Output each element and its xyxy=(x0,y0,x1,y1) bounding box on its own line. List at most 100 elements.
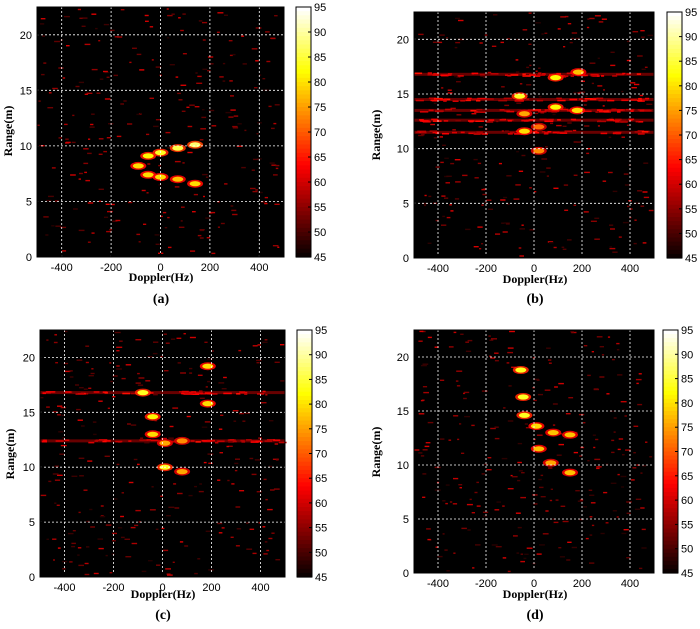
noise-speck xyxy=(128,201,133,204)
noise-speck xyxy=(62,568,66,570)
noise-speck xyxy=(472,567,475,569)
noise-speck xyxy=(608,171,613,174)
noise-speck xyxy=(533,438,536,441)
noise-speck xyxy=(93,433,97,436)
noise-speck xyxy=(259,74,262,76)
target-point xyxy=(132,163,144,169)
noise-speck xyxy=(640,30,645,32)
noise-speck xyxy=(116,36,123,38)
noise-speck xyxy=(622,409,625,411)
colorbar-segment xyxy=(297,469,312,475)
noise-speck xyxy=(81,25,86,27)
colorbar-tick-label: 65 xyxy=(314,152,326,164)
noise-speck xyxy=(96,92,101,94)
noise-speck xyxy=(600,532,605,535)
colorbar-segment xyxy=(296,44,311,50)
colorbar-segment xyxy=(663,536,678,542)
noise-speck xyxy=(260,402,267,404)
noise-speck xyxy=(636,382,639,385)
noise-speck xyxy=(480,75,485,77)
clutter-speck xyxy=(471,72,479,75)
noise-speck xyxy=(141,189,146,192)
colorbar-segment xyxy=(667,85,682,91)
noise-speck xyxy=(98,188,104,190)
noise-speck xyxy=(230,95,234,97)
noise-speck xyxy=(587,460,590,462)
colorbar-segment xyxy=(297,535,312,541)
noise-speck xyxy=(508,385,512,387)
noise-speck xyxy=(637,403,643,406)
clutter-speck xyxy=(544,120,554,123)
clutter-speck xyxy=(183,393,193,395)
noise-speck xyxy=(541,158,548,160)
colorbar-segment xyxy=(663,342,678,347)
noise-speck xyxy=(611,451,615,454)
clutter-speck xyxy=(146,439,151,441)
clutter-speck xyxy=(490,73,499,75)
noise-speck xyxy=(89,126,95,128)
clutter-speck xyxy=(250,441,259,443)
noise-speck xyxy=(553,187,559,189)
colorbar-tick-label: 75 xyxy=(315,424,327,436)
noise-speck xyxy=(512,476,518,478)
noise-speck xyxy=(507,347,514,349)
noise-speck xyxy=(596,467,600,470)
clutter-speck xyxy=(507,133,513,135)
noise-speck xyxy=(625,449,631,451)
noise-speck xyxy=(456,114,462,116)
x-tick-label: -200 xyxy=(475,578,497,590)
noise-speck xyxy=(521,472,525,474)
colorbar-segment xyxy=(667,98,682,103)
colorbar-tick-label: 95 xyxy=(314,2,326,14)
colorbar-segment xyxy=(663,439,678,444)
colorbar-segment xyxy=(667,122,682,128)
noise-speck xyxy=(518,470,523,472)
noise-speck xyxy=(589,516,593,518)
noise-speck xyxy=(52,538,57,540)
colorbar-segment xyxy=(663,548,678,554)
noise-speck xyxy=(465,228,471,231)
noise-speck xyxy=(189,104,195,106)
noise-speck xyxy=(643,196,650,199)
noise-speck xyxy=(197,234,202,237)
noise-speck xyxy=(482,193,487,196)
noise-speck xyxy=(546,167,551,169)
noise-speck xyxy=(571,32,578,34)
noise-speck xyxy=(442,215,446,218)
noise-speck xyxy=(503,407,506,409)
colorbar-segment xyxy=(297,367,312,372)
noise-speck xyxy=(442,500,446,502)
noise-speck xyxy=(86,546,90,548)
clutter-speck xyxy=(432,74,439,76)
colorbar-segment xyxy=(667,208,682,214)
colorbar-segment xyxy=(296,98,311,104)
colorbar-segment xyxy=(297,408,312,413)
noise-speck xyxy=(434,346,439,348)
noise-speck xyxy=(90,526,95,528)
noise-speck xyxy=(171,338,176,340)
clutter-speck xyxy=(42,392,46,395)
noise-speck xyxy=(151,486,154,488)
clutter-speck xyxy=(181,392,186,395)
noise-speck xyxy=(418,413,425,415)
clutter-speck xyxy=(630,99,637,101)
noise-speck xyxy=(155,119,161,121)
noise-speck xyxy=(252,552,257,555)
noise-speck xyxy=(426,528,431,530)
noise-speck xyxy=(239,412,244,415)
noise-speck xyxy=(135,382,141,384)
target-point xyxy=(142,172,154,178)
noise-speck xyxy=(275,167,279,170)
clutter-speck xyxy=(630,110,634,112)
x-tick-label: 400 xyxy=(250,262,268,274)
noise-speck xyxy=(484,201,487,204)
noise-speck xyxy=(166,573,171,575)
noise-speck xyxy=(594,15,601,17)
noise-speck xyxy=(205,386,208,388)
noise-speck xyxy=(579,499,584,501)
noise-speck xyxy=(275,559,281,561)
noise-speck xyxy=(490,427,496,430)
clutter-speck xyxy=(485,121,494,123)
noise-speck xyxy=(494,437,500,440)
